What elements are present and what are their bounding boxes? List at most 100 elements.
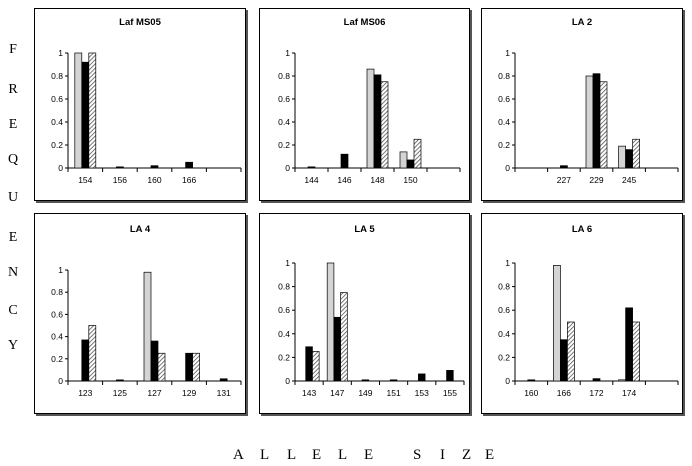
bar-black-160 (150, 165, 159, 169)
x-tick-label: 144 (304, 175, 318, 185)
x-tick-label: 151 (386, 388, 400, 398)
bar-light-gray-229 (585, 75, 594, 169)
chart-title: Laf MS05 (119, 17, 161, 28)
y-tick-label: 1 (285, 258, 290, 268)
y-axis-title-letter: N (7, 265, 19, 280)
x-tick-label: 149 (358, 388, 372, 398)
x-tick-label: 166 (557, 388, 571, 398)
chart-svg: LA 6 0 0.2 0.4 0.6 0.8 1 160 166 172 174 (498, 224, 679, 398)
x-axis-title-letter: A (233, 447, 244, 463)
bar-hatched-154 (88, 52, 97, 169)
x-tick-label: 150 (403, 175, 417, 185)
chart-title: LA 4 (130, 224, 151, 235)
bar-hatched-148 (380, 81, 389, 169)
y-tick-label: 1 (505, 48, 510, 58)
x-axis-title-letter: L (338, 447, 348, 463)
y-tick-label: 0 (58, 376, 63, 386)
bar-light-gray-147 (326, 262, 335, 382)
x-tick-label: 229 (589, 175, 603, 185)
y-tick-label: 0 (58, 163, 63, 173)
x-tick-label: 131 (217, 388, 231, 398)
y-tick-label: 0.6 (278, 94, 290, 104)
y-tick-label: 0.2 (278, 140, 290, 150)
bar-hatched-143 (312, 351, 320, 382)
bar-light-gray-150 (399, 151, 408, 169)
x-tick-label: 155 (443, 388, 457, 398)
x-tick-label: 160 (524, 388, 538, 398)
x-tick-label: 125 (113, 388, 127, 398)
y-tick-label: 0.2 (498, 140, 510, 150)
bar-black-151 (389, 379, 398, 382)
x-tick-label: 156 (113, 175, 127, 185)
chart-svg: LA 5 0 0.2 0.4 0.6 0.8 1 143 147 149 151 153 155 (278, 224, 465, 398)
y-tick-label: 0.8 (498, 71, 510, 81)
bar-black-129 (185, 352, 193, 382)
bar-black-125 (116, 379, 124, 382)
chart-title: LA 5 (354, 224, 375, 235)
bar-light-gray-127 (143, 271, 152, 382)
x-tick-label: 160 (147, 175, 161, 185)
bar-black-146 (340, 153, 349, 169)
chart-title: LA 6 (572, 224, 592, 235)
bar-black-144 (307, 166, 316, 169)
y-tick-label: 1 (285, 48, 290, 58)
bar-hatched-166 (567, 321, 575, 382)
bar-hatched-245 (632, 138, 640, 169)
x-axis-title-letter: L (260, 447, 270, 463)
bar-black-150 (406, 159, 415, 169)
bar-hatched-174 (632, 321, 640, 382)
y-tick-label: 0.2 (51, 140, 63, 150)
x-tick-label: 174 (622, 388, 636, 398)
y-tick-label: 0.8 (51, 71, 63, 81)
chart-title: Laf MS06 (344, 17, 386, 28)
y-tick-label: 0 (285, 376, 290, 386)
chart-panel-la-2: LA 2 0 0.2 0.4 0.6 0.8 1 227 229 245 (481, 8, 683, 201)
y-axis-title-letter: F (9, 42, 17, 57)
x-tick-label: 147 (330, 388, 344, 398)
y-tick-label: 0.4 (278, 329, 290, 339)
x-tick-label: 166 (182, 175, 196, 185)
y-axis-title-letter: Q (7, 152, 19, 167)
bar-black-153 (418, 373, 426, 382)
bar-black-160 (527, 379, 536, 382)
y-tick-label: 0.6 (51, 309, 63, 319)
y-tick-label: 1 (58, 265, 63, 275)
y-tick-label: 0.6 (51, 94, 63, 104)
x-tick-label: 143 (302, 388, 316, 398)
y-axis-title-letter: R (8, 82, 18, 97)
bar-hatched-229 (599, 81, 608, 169)
y-tick-label: 0 (505, 163, 510, 173)
chart-panel-laf-ms05: Laf MS05 0 0.2 0.4 0.6 0.8 1 154 156 160 166 (34, 8, 246, 201)
chart-svg: Laf MS06 0 0.2 0.4 0.6 0.8 1 144 146 148 150 (278, 17, 461, 185)
chart-panel-la-6: LA 6 0 0.2 0.4 0.6 0.8 1 160 166 172 174 (481, 213, 683, 414)
x-axis-title-letter: L (287, 447, 297, 463)
bar-black-166 (185, 161, 193, 169)
bar-black-143 (305, 346, 313, 382)
y-axis-title-letter: C (8, 303, 18, 318)
x-tick-label: 154 (78, 175, 92, 185)
chart-svg: Laf MS05 0 0.2 0.4 0.6 0.8 1 154 156 160 166 (51, 17, 242, 185)
y-axis-title-letter: Y (7, 338, 19, 353)
x-axis-title-letter: E (312, 447, 322, 463)
x-axis-title-letter: S (413, 447, 422, 463)
chart-panel-laf-ms06: Laf MS06 0 0.2 0.4 0.6 0.8 1 144 146 148 150 (259, 8, 470, 201)
x-tick-label: 245 (622, 175, 636, 185)
y-tick-label: 1 (58, 48, 63, 58)
chart-svg: LA 4 0 0.2 0.4 0.6 0.8 1 123 125 127 129 131 (51, 224, 242, 398)
y-tick-label: 0.4 (498, 329, 510, 339)
y-tick-label: 0.6 (498, 305, 510, 315)
bar-hatched-123 (88, 325, 97, 382)
x-tick-label: 129 (182, 388, 196, 398)
x-axis-title-letter: I (440, 447, 445, 463)
y-tick-label: 0.2 (51, 354, 63, 364)
chart-svg: LA 2 0 0.2 0.4 0.6 0.8 1 227 229 245 (498, 17, 679, 185)
x-tick-label: 146 (337, 175, 351, 185)
bar-light-gray-154 (74, 52, 83, 169)
bar-black-127 (150, 340, 159, 382)
bar-black-154 (81, 61, 90, 169)
chart-panel-la-5: LA 5 0 0.2 0.4 0.6 0.8 1 143 147 149 151 153 155 (259, 213, 470, 414)
chart-panel-la-4: LA 4 0 0.2 0.4 0.6 0.8 1 123 125 127 129 131 (34, 213, 246, 414)
bar-black-245 (625, 149, 633, 169)
y-tick-label: 0.8 (278, 71, 290, 81)
x-tick-label: 227 (557, 175, 571, 185)
